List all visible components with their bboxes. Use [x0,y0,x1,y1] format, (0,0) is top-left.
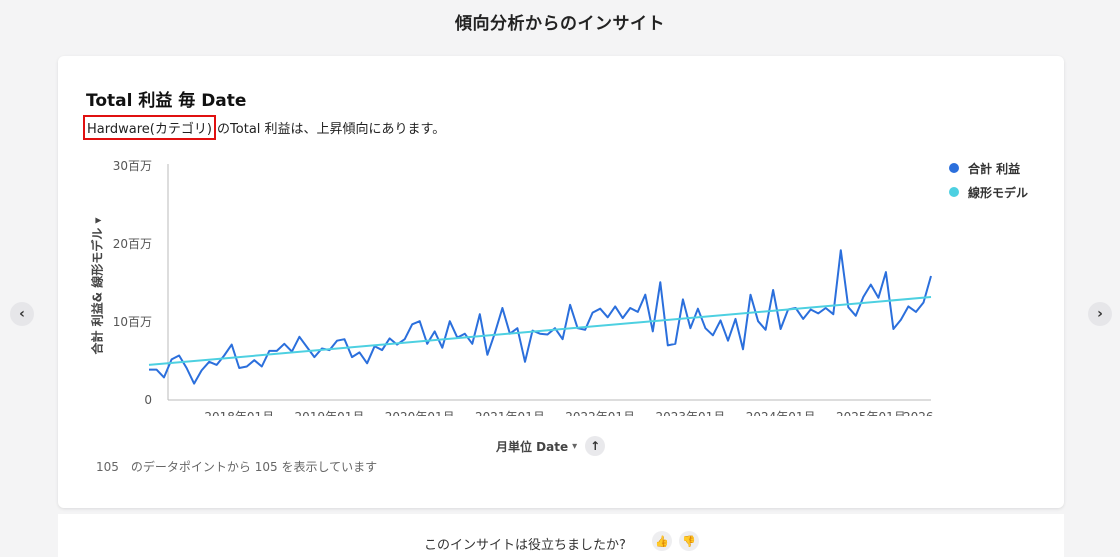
thumbs-up-icon: 👍 [655,534,669,548]
insight-sentence: のTotal 利益は、上昇傾向にあります。 [212,122,446,137]
trend-chart: 30百万 20百万 10百万 0 2018年01月 2019年01月 2020年01月 202… [113,159,945,416]
datapoints-footnote: 105 のデータポイントから 105 を表示しています [96,460,378,474]
legend-swatch [949,163,959,173]
legend-swatch [949,187,959,197]
x-tick-label: 2026... [903,410,945,416]
x-tick-label: 2020年01月 [385,410,455,416]
feedback-question: このインサイトは役立ちましたか? [424,538,626,553]
y-tick-label: 30百万 [113,159,152,173]
series-line-linear-model [148,296,932,366]
next-insight-button[interactable]: › [1088,302,1112,326]
x-tick-label: 2023年01月 [655,410,725,416]
x-axis-title-label[interactable]: 月単位 Date [496,439,569,454]
x-tick-label: 2025年01月 [836,410,906,416]
y-tick-label: 10百万 [113,315,152,329]
series-line-total-profit [149,249,932,385]
legend-item[interactable]: 合計 利益 [949,156,1028,180]
chevron-left-icon: ‹ [19,306,25,322]
y-tick-label: 0 [144,393,152,407]
insight-text: Hardware(カテゴリ) のTotal 利益は、上昇傾向にあります。 [83,115,446,140]
thumbs-down-icon: 👎 [682,534,696,548]
y-axis-title-label: 合計 利益& 線形モデル [90,227,105,355]
thumbs-up-button[interactable]: 👍 [652,531,672,551]
caret-down-icon[interactable]: ▾ [572,440,578,452]
thumbs-down-button[interactable]: 👎 [679,531,699,551]
chart-legend: 合計 利益線形モデル [949,156,1028,204]
x-tick-label: 2022年01月 [565,410,635,416]
chevron-right-icon: › [1097,306,1103,322]
caret-down-icon: ▾ [90,217,105,224]
arrow-up-icon: ↑ [590,439,601,453]
x-tick-label: 2018年01月 [204,410,274,416]
chart-title: Total 利益 毎 Date [86,91,247,111]
previous-insight-button[interactable]: ‹ [10,302,34,326]
y-tick-label: 20百万 [113,237,152,251]
legend-item[interactable]: 線形モデル [949,180,1028,204]
legend-label: 合計 利益 [968,161,1021,176]
page-title: 傾向分析からのインサイト [455,14,665,34]
x-tick-label: 2024年01月 [746,410,816,416]
x-tick-label: 2019年01月 [295,410,365,416]
sort-ascending-button[interactable]: ↑ [585,436,606,456]
feedback-bar: このインサイトは役立ちましたか? 👍 👎 [58,514,1064,557]
highlighted-category: Hardware(カテゴリ) [83,115,216,140]
legend-label: 線形モデル [968,185,1029,200]
y-axis-title[interactable]: 合計 利益& 線形モデル ▾ [89,217,106,354]
x-axis-title: 月単位 Date ▾ ↑ [496,436,606,456]
x-tick-label: 2021年01月 [475,410,545,416]
insight-card: Total 利益 毎 Date Hardware(カテゴリ) のTotal 利益… [58,56,1064,508]
